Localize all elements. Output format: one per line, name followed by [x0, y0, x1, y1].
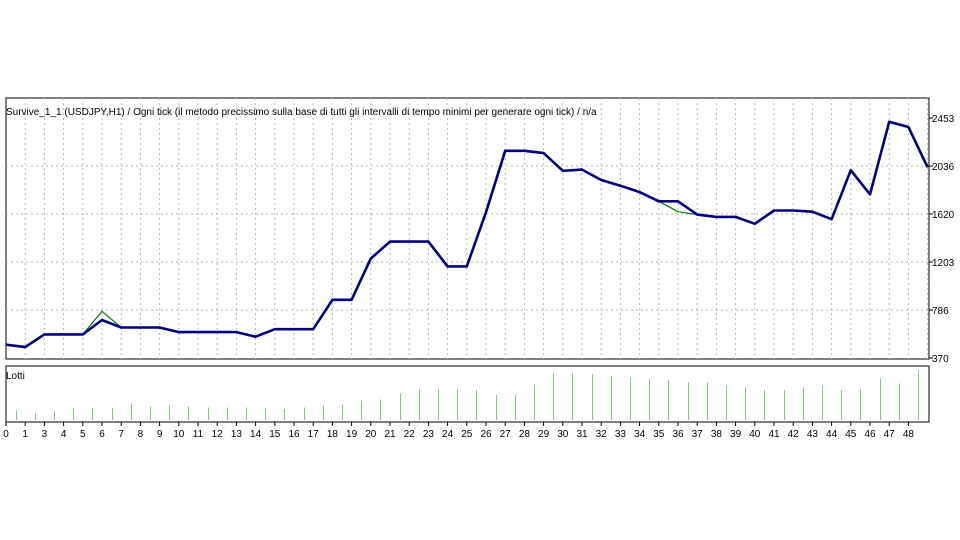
x-tick-label: 19 — [346, 429, 358, 440]
chart-frame — [6, 98, 929, 422]
x-tick-label: 32 — [596, 429, 608, 440]
x-tick-label: 25 — [461, 429, 473, 440]
x-tick-label: 3 — [42, 429, 48, 440]
x-tick-label: 40 — [749, 429, 761, 440]
x-tick-label: 29 — [538, 429, 550, 440]
x-tick-label: 18 — [327, 429, 339, 440]
lower-panel-label: Lotti — [6, 371, 25, 382]
x-tick-label: 14 — [250, 429, 262, 440]
x-tick-label: 22 — [404, 429, 416, 440]
x-tick-label: 48 — [903, 429, 915, 440]
x-tick-label: 31 — [576, 429, 588, 440]
x-tick-label: 41 — [768, 429, 780, 440]
x-tick-label: 15 — [269, 429, 281, 440]
x-tick-label: 17 — [308, 429, 320, 440]
x-tick-label: 6 — [99, 429, 105, 440]
x-tick-label: 11 — [193, 429, 204, 440]
grid-lines — [6, 98, 929, 359]
lots-bars — [17, 370, 919, 420]
x-tick-label: 7 — [118, 429, 124, 440]
x-tick-label: 33 — [615, 429, 627, 440]
x-tick-label: 4 — [61, 429, 67, 440]
x-tick-label: 44 — [826, 429, 838, 440]
x-tick-label: 23 — [423, 429, 435, 440]
x-tick-label: 30 — [557, 429, 569, 440]
x-tick-label: 9 — [157, 429, 163, 440]
x-tick-label: 24 — [442, 429, 454, 440]
main-panel-frame — [6, 98, 929, 359]
x-tick-label: 27 — [500, 429, 512, 440]
x-tick-label: 12 — [212, 429, 224, 440]
x-tick-label: 5 — [80, 429, 86, 440]
y-tick-label: 370 — [932, 354, 949, 365]
x-tick-label: 36 — [672, 429, 684, 440]
x-tick-labels: 0 1 3 4 5 6 7 8 9 10 11 12 13 14 15 16 17 18 19 20 21 22 23 24 2… — [3, 422, 914, 440]
lots-panel-frame — [6, 366, 929, 422]
x-tick-label: 26 — [480, 429, 492, 440]
y-tick-label: 1620 — [932, 210, 955, 221]
x-tick-label: 39 — [730, 429, 742, 440]
y-tick-label: 2036 — [932, 162, 955, 173]
x-tick-label: 21 — [384, 429, 396, 440]
x-tick-label: 13 — [231, 429, 243, 440]
x-tick-label: 46 — [864, 429, 876, 440]
x-tick-label: 38 — [711, 429, 723, 440]
y-tick-label: 2453 — [932, 114, 955, 125]
y-tick-labels: 2453 2036 1620 1203 786 370 — [929, 114, 955, 365]
x-tick-label: 16 — [288, 429, 300, 440]
x-tick-label: 20 — [365, 429, 377, 440]
x-tick-label: 28 — [519, 429, 531, 440]
x-tick-label: 37 — [692, 429, 704, 440]
x-tick-label: 8 — [138, 429, 144, 440]
x-tick-label: 35 — [653, 429, 665, 440]
y-tick-label: 1203 — [932, 258, 955, 269]
y-tick-label: 786 — [932, 306, 949, 317]
x-tick-label: 0 — [3, 429, 9, 440]
x-tick-label: 43 — [807, 429, 819, 440]
x-tick-label: 10 — [173, 429, 185, 440]
chart-title: Survive_1_1 (USDJPY,H1) / Ogni tick (il … — [6, 107, 597, 118]
x-tick-label: 34 — [634, 429, 646, 440]
x-tick-label: 47 — [884, 429, 896, 440]
x-tick-label: 42 — [788, 429, 800, 440]
x-tick-label: 45 — [845, 429, 857, 440]
x-tick-label: 1 — [22, 429, 28, 440]
